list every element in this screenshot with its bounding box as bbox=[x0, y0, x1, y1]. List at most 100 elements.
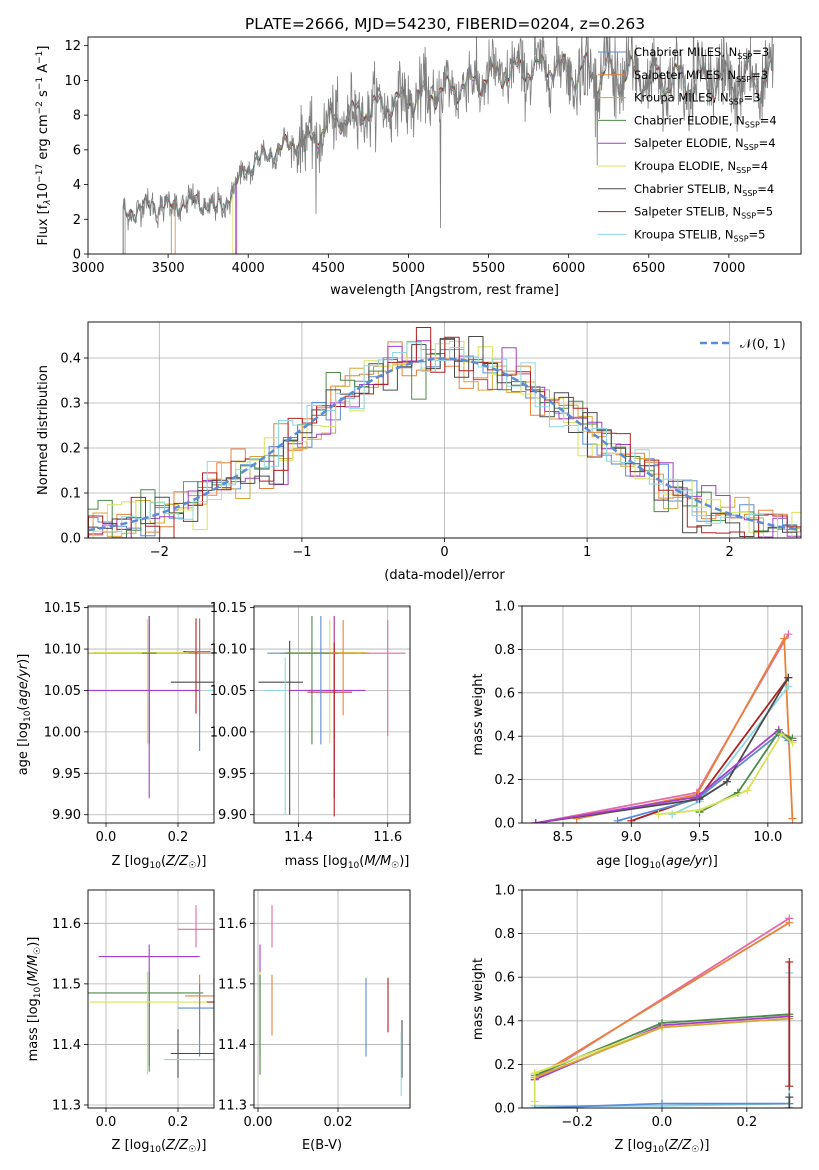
y-tick-label: 0.2 bbox=[494, 773, 515, 788]
y-tick-label: 0.4 bbox=[494, 1014, 515, 1029]
y-axis-label: mass weight bbox=[471, 673, 486, 755]
label-part: age [ bbox=[596, 854, 629, 869]
y-axis-label: mass [log10(M/M☉)] bbox=[26, 937, 43, 1062]
legend-sub: SSP bbox=[745, 120, 760, 129]
x-tick-label: 1 bbox=[583, 545, 591, 560]
y-tick-label: 10.05 bbox=[44, 684, 81, 699]
x-tick-label: 3000 bbox=[71, 261, 104, 276]
weight-marker-chabrier_miles bbox=[658, 1099, 666, 1108]
label-part: 10 bbox=[649, 861, 661, 871]
y-tick-label: 0.0 bbox=[494, 817, 515, 832]
x-axis-label: Z [log10(Z/Z☉)] bbox=[615, 1138, 710, 1155]
legend-entry-kroupa_stelib: Kroupa STELIB, NSSP=5 bbox=[634, 227, 765, 243]
y-tick-label: 11.5 bbox=[52, 977, 81, 992]
x-tick-label: −2 bbox=[150, 545, 169, 560]
weight-marker-kroupa_elodie bbox=[530, 1069, 539, 1078]
label-part: age [ bbox=[16, 742, 31, 775]
x-tick-label: 9.0 bbox=[621, 830, 642, 845]
x-axis-label: mass [log10(M/M☉)] bbox=[285, 854, 410, 871]
label-part: log bbox=[16, 722, 31, 742]
legend-tail: =3 bbox=[744, 91, 761, 105]
legend-entry-salpeter_stelib: Salpeter STELIB, NSSP=5 bbox=[634, 205, 773, 221]
weight-marker-chabrier_stelib bbox=[785, 1093, 794, 1102]
y-axis-label: Normed distribution bbox=[36, 365, 51, 495]
weight-marker-salpeter_elodie bbox=[692, 792, 701, 801]
label-part: Z/Z bbox=[165, 1138, 189, 1153]
y-tick-label: 10.15 bbox=[210, 601, 247, 616]
label-part: ( bbox=[661, 854, 666, 869]
axes-frame bbox=[521, 605, 803, 824]
label-part: ( bbox=[161, 854, 166, 869]
x-axis-label: (data-model)/error bbox=[384, 568, 505, 583]
figure-title: PLATE=2666, MJD=54230, FIBERID=0204, z=0… bbox=[245, 15, 645, 33]
weight-marker-salpeter_miles bbox=[788, 814, 797, 823]
x-tick-label: 0.00 bbox=[244, 1115, 273, 1130]
weight-marker-salpeter_stelib bbox=[785, 1082, 794, 1091]
spectrum-chart: 3000 3500 4000 4500 5000 5500 6000 6500 7000 0 2 4 6… bbox=[35, 36, 802, 298]
histogram-kroupa_elodie bbox=[88, 340, 801, 538]
weight-marker-kroupa_elodie bbox=[654, 810, 663, 819]
weight-marker-kroupa_elodie bbox=[695, 805, 704, 814]
x-tick-label: 6500 bbox=[632, 261, 665, 276]
label-part: A bbox=[36, 64, 51, 77]
label-part: )] bbox=[26, 937, 41, 947]
label-part: −17 bbox=[35, 164, 45, 183]
y-tick-label: 0.8 bbox=[494, 927, 515, 942]
label-part: M/M bbox=[26, 955, 41, 982]
weight-marker-extra_pink bbox=[784, 630, 793, 639]
legend-sub: SSP bbox=[737, 52, 752, 61]
y-tick-label: 1.0 bbox=[494, 884, 515, 899]
y-tick-label: 0.4 bbox=[494, 730, 515, 745]
y-tick-label: 0.1 bbox=[60, 487, 81, 502]
y-tick-label: 9.90 bbox=[218, 808, 247, 823]
y-axis-label: age [log10(age/yr)] bbox=[16, 654, 33, 776]
legend-tail: =4 bbox=[757, 182, 774, 196]
label-part: 10 bbox=[23, 710, 33, 722]
axes-frame bbox=[87, 36, 802, 255]
legend-sub: SSP bbox=[736, 166, 751, 175]
legend-sub: SSP bbox=[744, 143, 759, 152]
y-tick-label: 0.0 bbox=[494, 1102, 515, 1117]
weight-marker-kroupa_elodie bbox=[788, 738, 797, 747]
weight-marker-kroupa_elodie bbox=[743, 786, 752, 795]
weight-line-chabrier_miles bbox=[617, 732, 789, 822]
x-tick-label: 11.6 bbox=[373, 830, 402, 845]
x-axis-label: age [log10(age/yr)] bbox=[596, 854, 718, 871]
histogram-kroupa_stelib bbox=[88, 342, 801, 538]
x-tick-label: 0.2 bbox=[168, 1115, 189, 1130]
y-tick-label: 0.0 bbox=[60, 532, 81, 547]
x-tick-label: −0.2 bbox=[561, 1115, 593, 1130]
weight-line-chabrier_stelib bbox=[535, 677, 790, 823]
label-part: mass [log bbox=[26, 998, 41, 1061]
legend-tail: =4 bbox=[751, 159, 768, 173]
y-tick-label: 11.3 bbox=[218, 1098, 247, 1113]
y-tick-label: 10.10 bbox=[210, 643, 247, 658]
label-part: mass [log bbox=[285, 854, 348, 869]
y-tick-label: 2 bbox=[73, 213, 81, 228]
weight-marker-salpeter_miles bbox=[785, 918, 794, 927]
label-part: ( bbox=[161, 1138, 166, 1153]
weight-line-extra_pink bbox=[534, 917, 790, 1081]
weight-marker-kroupa_stelib bbox=[668, 810, 677, 819]
x-tick-label: 11.4 bbox=[284, 830, 313, 845]
x-tick-label: 2 bbox=[726, 545, 734, 560]
label-part: ☉ bbox=[691, 1145, 699, 1155]
label-part: ( bbox=[359, 854, 364, 869]
histogram-salpeter_stelib bbox=[88, 327, 801, 538]
x-tick-label: 0.0 bbox=[652, 1115, 673, 1130]
legend-text: Chabrier ELODIE, N bbox=[634, 113, 745, 127]
y-tick-label: 0.3 bbox=[60, 397, 81, 412]
y-tick-label: 9.95 bbox=[218, 767, 247, 782]
x-tick-label: −1 bbox=[292, 545, 311, 560]
y-tick-label: 0.2 bbox=[60, 442, 81, 457]
label-part: Z/Z bbox=[668, 1138, 692, 1153]
legend-sub: SSP bbox=[741, 212, 756, 221]
y-tick-label: 10.10 bbox=[44, 643, 81, 658]
label-part: 10 bbox=[348, 861, 360, 871]
legend-tail: =5 bbox=[749, 227, 766, 241]
x-tick-label: 4500 bbox=[312, 261, 345, 276]
label-part: −1 bbox=[35, 51, 45, 64]
legend-sub: SSP bbox=[742, 189, 757, 198]
x-tick-label: 10.0 bbox=[753, 830, 782, 845]
label-part: ( bbox=[26, 982, 41, 987]
